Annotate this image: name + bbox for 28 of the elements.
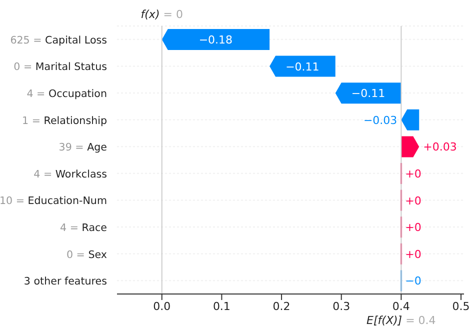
- data-label: −0.18: [198, 34, 233, 46]
- data-label: +0: [405, 168, 422, 180]
- y-tick-label: 4 = Workclass: [34, 168, 107, 180]
- x-tick-label: 0.0: [153, 300, 171, 313]
- y-tick-label: 0 = Marital Status: [14, 61, 107, 74]
- y-tick-label: 39 = Age: [58, 142, 107, 154]
- ref-line-label: E[f(X)] = 0.4: [366, 314, 436, 327]
- x-tick-label: 0.5: [452, 300, 470, 313]
- y-tick-label: 10 = Education-Num: [0, 195, 107, 208]
- x-tick-label: 0.2: [272, 300, 290, 313]
- y-tick-label: 3 other features: [24, 276, 107, 288]
- data-label: −0: [405, 274, 422, 288]
- x-tick-label: 0.1: [212, 300, 230, 313]
- data-label: −0.03: [363, 114, 398, 127]
- y-tick-label: 0 = Sex: [66, 248, 107, 261]
- ref-line-label: f(x) = 0: [140, 8, 183, 21]
- y-tick-label: 4 = Occupation: [26, 88, 107, 100]
- data-label: +0: [405, 194, 422, 208]
- data-label: +0: [405, 248, 422, 261]
- data-label: +0: [405, 221, 422, 234]
- data-label: −0.11: [286, 60, 320, 74]
- data-label: −0.11: [351, 87, 386, 100]
- data-label: +0.03: [423, 140, 457, 154]
- y-tick-label: 625 = Capital Loss: [10, 34, 107, 46]
- y-tick-label: 4 = Race: [60, 222, 107, 234]
- x-tick-label: 0.3: [332, 300, 350, 313]
- y-tick-label: 1 = Relationship: [22, 114, 107, 127]
- x-tick-label: 0.4: [392, 300, 410, 313]
